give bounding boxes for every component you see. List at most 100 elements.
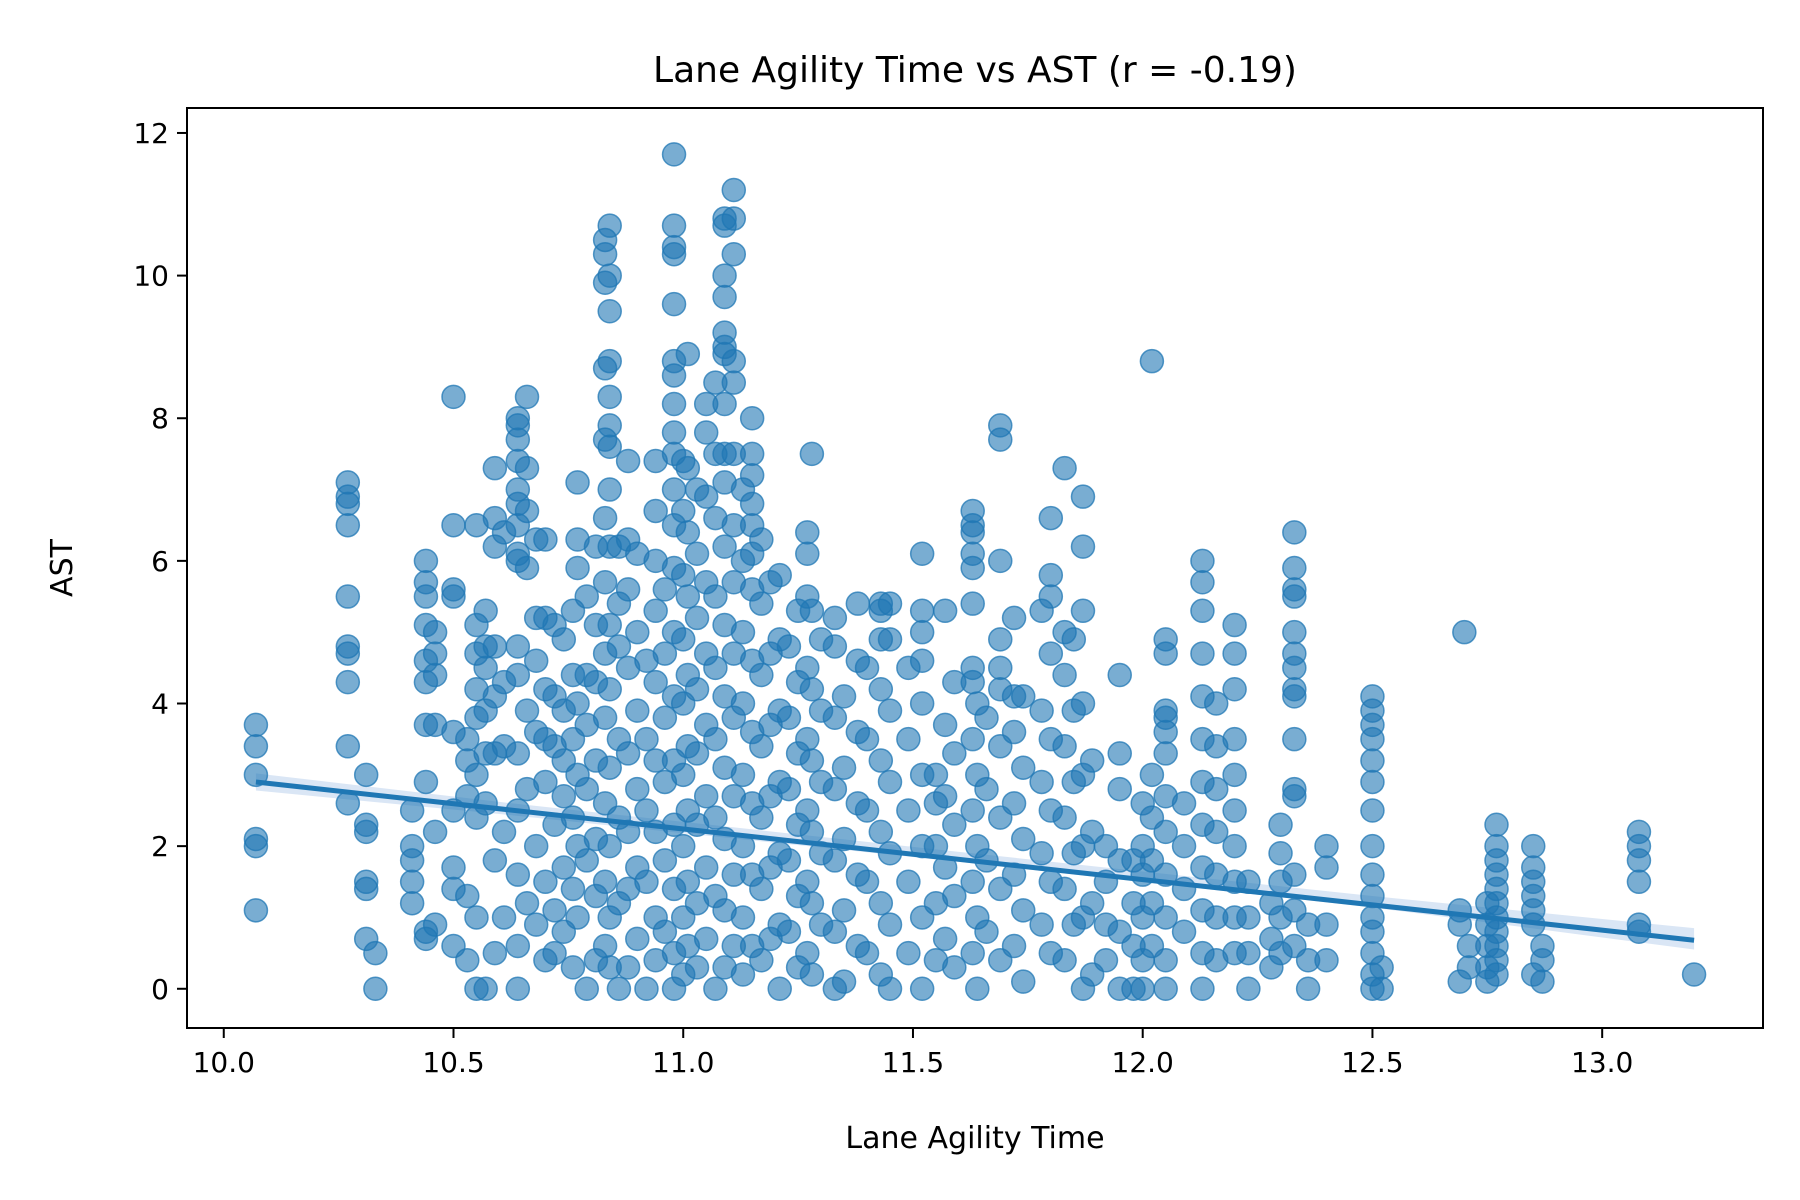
data-point <box>854 726 880 752</box>
data-point <box>799 441 825 467</box>
x-axis-label: Lane Agility Time <box>845 1121 1104 1156</box>
data-point <box>749 947 774 973</box>
data-point <box>1010 969 1036 994</box>
x-tick-label: 11.5 <box>882 1046 944 1079</box>
data-point <box>335 512 361 538</box>
data-point <box>932 926 958 952</box>
data-point <box>422 819 448 845</box>
data-point <box>960 591 985 616</box>
data-point <box>974 776 999 802</box>
data-point <box>822 605 848 631</box>
data-point <box>675 455 701 481</box>
data-point <box>896 869 921 895</box>
data-point <box>703 584 728 609</box>
data-point <box>514 384 540 410</box>
data-point <box>923 762 949 788</box>
data-point <box>1236 905 1261 930</box>
data-point <box>523 833 549 859</box>
data-point <box>606 634 632 659</box>
y-tick-label: 2 <box>151 830 169 863</box>
data-point <box>1222 726 1247 752</box>
data-point <box>455 883 480 909</box>
x-axis: 10.0 10.5 11.0 11.5 12.0 12.5 13.0 <box>193 1028 1633 1079</box>
data-point <box>1222 762 1247 788</box>
data-point <box>1070 484 1096 509</box>
data-point <box>1052 455 1077 481</box>
data-point <box>909 541 935 566</box>
data-point <box>909 648 935 673</box>
x-tick-label: 10.5 <box>422 1046 484 1079</box>
data-point <box>634 869 659 895</box>
data-point <box>1153 641 1178 666</box>
data-point <box>482 455 508 481</box>
data-point <box>960 798 985 823</box>
data-point <box>413 584 439 609</box>
data-point <box>464 905 489 930</box>
data-point <box>988 548 1013 574</box>
data-point <box>1079 890 1105 916</box>
data-point <box>712 263 737 288</box>
data-point <box>625 776 650 802</box>
data-point <box>767 562 792 588</box>
data-point <box>675 869 701 895</box>
data-point <box>988 655 1013 681</box>
data-point <box>1282 619 1307 645</box>
data-point <box>822 776 848 802</box>
data-point <box>739 491 765 517</box>
x-tick-label: 10.0 <box>193 1046 255 1079</box>
data-point <box>831 969 857 994</box>
y-tick-label: 8 <box>151 402 169 435</box>
data-point <box>877 976 903 1002</box>
data-point <box>422 912 448 937</box>
data-point <box>960 669 985 695</box>
data-point <box>1052 805 1077 830</box>
data-point <box>597 434 622 460</box>
data-point <box>795 940 820 966</box>
data-point <box>712 391 737 417</box>
data-point <box>652 919 678 944</box>
data-point <box>1530 947 1555 973</box>
data-point <box>799 598 825 624</box>
data-point <box>1079 748 1105 773</box>
data-point <box>592 933 618 959</box>
data-point <box>1107 776 1132 802</box>
data-point <box>942 883 967 909</box>
data-point <box>739 441 765 467</box>
data-point <box>1314 855 1339 880</box>
data-point <box>822 919 848 944</box>
data-point <box>597 263 622 288</box>
data-point <box>1360 726 1385 752</box>
data-point <box>505 933 531 959</box>
data-point <box>441 512 466 538</box>
data-point <box>482 848 508 873</box>
data-point <box>960 555 985 581</box>
data-point <box>942 955 967 980</box>
data-point <box>877 591 903 616</box>
data-point <box>684 676 710 702</box>
data-point <box>514 455 540 481</box>
data-point <box>730 691 756 716</box>
data-point <box>795 798 820 823</box>
data-point <box>960 726 985 752</box>
data-point <box>523 912 549 937</box>
data-point <box>739 405 765 431</box>
data-point <box>533 527 558 552</box>
data-point <box>1130 976 1155 1002</box>
data-point <box>634 726 659 752</box>
data-point <box>693 484 719 509</box>
x-tick-label: 12.0 <box>1112 1046 1174 1079</box>
data-point <box>615 741 641 766</box>
data-point <box>661 142 687 167</box>
data-point <box>1360 862 1385 887</box>
data-point <box>243 833 269 859</box>
data-point <box>615 819 641 845</box>
data-point <box>703 726 728 752</box>
data-point <box>1038 562 1064 588</box>
data-point <box>574 848 599 873</box>
data-point <box>684 955 710 980</box>
data-point <box>675 520 701 545</box>
data-point <box>1029 698 1054 723</box>
data-point <box>1029 841 1054 866</box>
data-point <box>799 748 825 773</box>
